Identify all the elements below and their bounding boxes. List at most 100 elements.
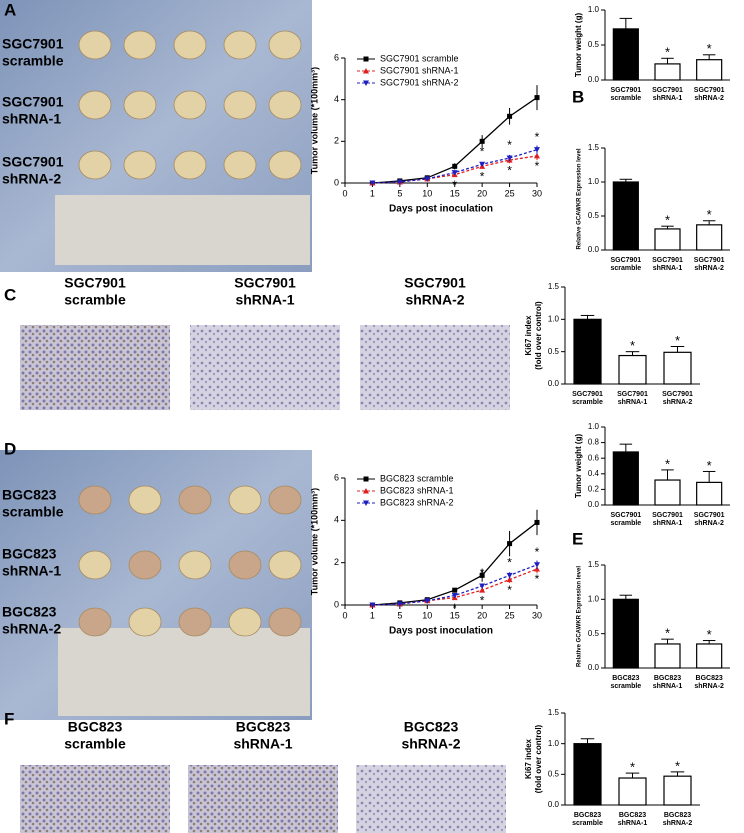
y-tick-label: 1.5	[588, 560, 600, 569]
x-tick-label: SGC7901	[652, 87, 683, 94]
significance: *	[507, 583, 512, 597]
significance: *	[452, 178, 457, 192]
x-tick-label: 20	[477, 610, 487, 620]
marker	[479, 583, 486, 589]
tumor	[268, 550, 302, 580]
x-tick-label: SGC7901	[652, 512, 683, 519]
tumor	[268, 485, 302, 515]
ihc-image	[360, 325, 510, 410]
panel-label: C	[4, 285, 16, 304]
significance: *	[665, 456, 670, 471]
tumor	[268, 150, 302, 180]
x-tick-label: BGC823	[574, 812, 601, 819]
tumor	[223, 150, 257, 180]
y-tick-label: 4	[334, 515, 339, 525]
bar	[663, 775, 692, 806]
x-tick-label: shRNA-2	[663, 399, 693, 406]
y-tick-label: 0.0	[548, 800, 560, 809]
x-tick-label: scramble	[572, 399, 603, 406]
significance: *	[535, 130, 540, 144]
x-tick-label: 10	[422, 610, 432, 620]
ihc-image	[188, 765, 338, 833]
x-tick-label: shRNA-2	[663, 820, 693, 827]
marker	[479, 138, 485, 144]
y-axis-label: Tumor weight (g)	[574, 434, 583, 499]
tumor	[128, 607, 162, 637]
x-tick-label: SGC7901	[662, 391, 693, 398]
significance: *	[507, 556, 512, 570]
y-tick-label: 1.0	[548, 314, 560, 323]
significance: *	[630, 338, 635, 353]
bar	[696, 643, 723, 669]
image-label: SGC7901	[234, 275, 296, 291]
significance: *	[665, 213, 670, 228]
y-tick-label: 0	[334, 177, 339, 187]
x-tick-label: 5	[397, 188, 402, 198]
y-tick-label: 0.8	[588, 438, 600, 447]
x-tick-label: shRNA-1	[618, 399, 648, 406]
tumor	[78, 90, 112, 120]
significance: *	[707, 41, 712, 56]
y-tick-label: 0.0	[588, 663, 600, 672]
x-tick-label: 0	[342, 610, 347, 620]
marker	[369, 180, 376, 186]
panel-label: D	[4, 439, 16, 458]
x-tick-label: SGC7901	[694, 257, 725, 264]
y-tick-label: 1.5	[588, 143, 600, 152]
image-label: BGC823	[404, 719, 459, 735]
x-tick-label: 25	[505, 188, 515, 198]
legend-label: SGC7901 shRNA-2	[380, 77, 459, 87]
x-tick-label: 0	[342, 188, 347, 198]
tumor	[78, 30, 112, 60]
significance: *	[665, 626, 670, 641]
bar	[618, 777, 647, 806]
x-tick-label: scramble	[610, 95, 641, 102]
y-tick-label: 1.0	[588, 594, 600, 603]
x-tick-label: shRNA-2	[694, 520, 724, 527]
tumor	[178, 485, 212, 515]
significance: *	[665, 45, 670, 60]
bar	[663, 351, 692, 385]
x-tick-label: SGC7901	[610, 512, 641, 519]
bar	[696, 481, 723, 506]
marker	[424, 176, 431, 182]
y-tick-label: 0.5	[588, 211, 600, 220]
x-tick-label: shRNA-2	[694, 95, 724, 102]
y-axis-label: Tumor volume (*100mm³)	[309, 67, 319, 174]
y-tick-label: 4	[334, 94, 339, 104]
marker	[534, 519, 540, 525]
legend-label: SGC7901 shRNA-1	[380, 65, 459, 75]
x-tick-label: BGC823	[654, 675, 681, 682]
y-tick-label: 1.0	[588, 422, 600, 431]
tumor	[78, 607, 112, 637]
y-tick-label: 0.4	[588, 469, 600, 478]
tumor	[178, 607, 212, 637]
legend-marker	[363, 68, 369, 74]
y-tick-label: 0.0	[588, 245, 600, 254]
image-label: shRNA-2	[2, 621, 61, 637]
y-axis-label: (fold over control)	[534, 301, 543, 370]
significance: *	[707, 207, 712, 222]
ihc-image	[20, 325, 170, 410]
x-tick-label: BGC823	[619, 812, 646, 819]
x-tick-label: BGC823	[696, 675, 723, 682]
image-label: BGC823	[2, 604, 57, 620]
marker	[396, 179, 403, 185]
ruler	[58, 628, 310, 716]
tumor	[228, 485, 262, 515]
y-axis-label: Relative GCAWKR Expression level	[577, 148, 583, 249]
image-label: BGC823	[68, 719, 123, 735]
ihc-image	[20, 765, 170, 833]
x-tick-label: SGC7901	[610, 257, 641, 264]
bar	[573, 743, 602, 806]
marker	[479, 161, 486, 168]
tumor	[128, 550, 162, 580]
bar	[612, 598, 639, 669]
y-tick-label: 2	[334, 557, 339, 567]
x-axis-label: Days post inoculation	[389, 204, 493, 215]
tumor	[268, 30, 302, 60]
legend-label: SGC7901 scramble	[380, 53, 459, 63]
y-tick-label: 6	[334, 52, 339, 62]
y-tick-label: 0.2	[588, 485, 600, 494]
